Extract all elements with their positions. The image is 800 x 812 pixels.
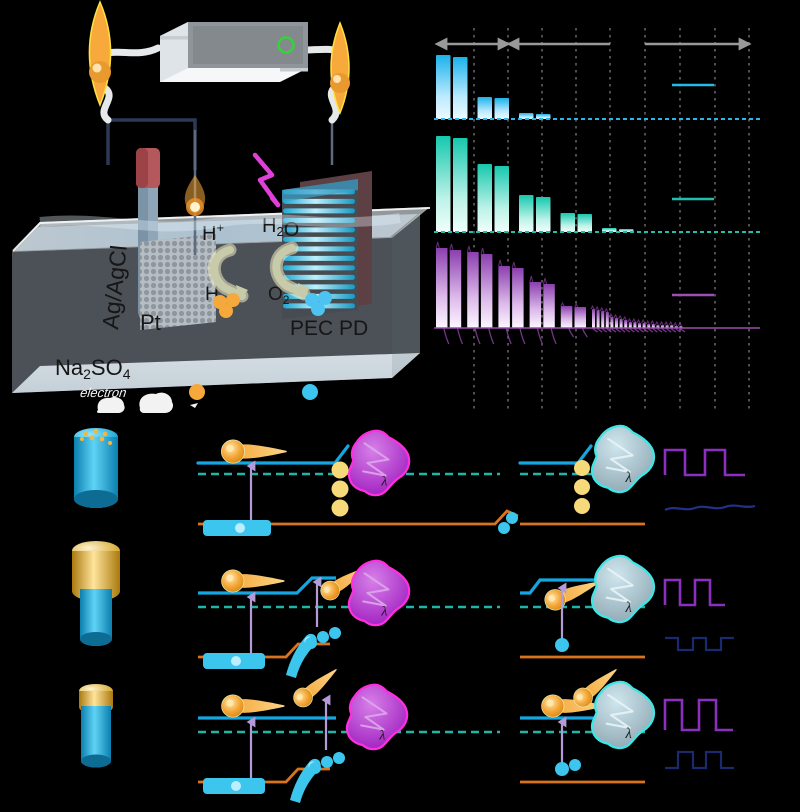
svg-text:Na2SO4: Na2SO4 <box>55 355 131 382</box>
svg-text:electron: electron <box>78 385 129 400</box>
svg-text:PEC PD: PEC PD <box>290 317 368 340</box>
svg-text:Pt: Pt <box>140 310 161 335</box>
